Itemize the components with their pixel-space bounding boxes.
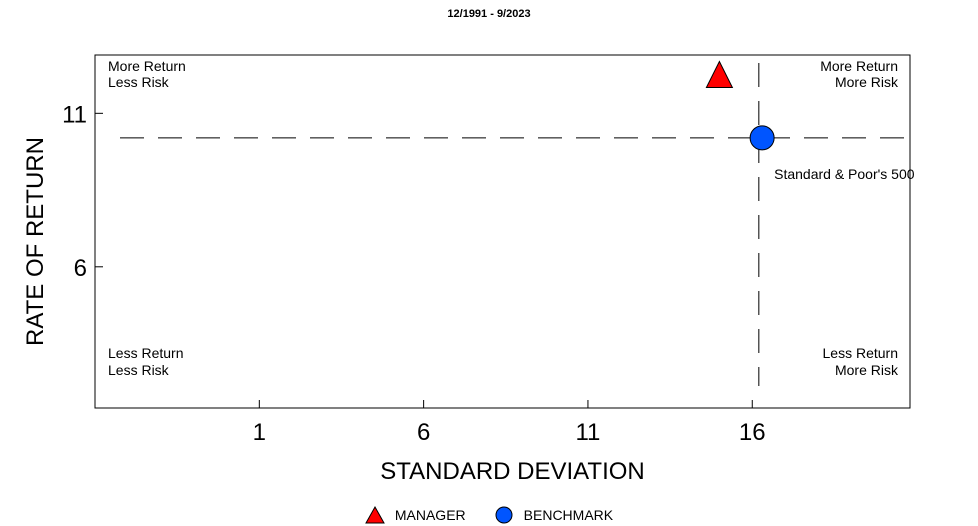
x-tick-label-1: 6 — [417, 419, 430, 446]
legend-item-manager: MANAGER — [365, 506, 466, 524]
legend-label-manager: MANAGER — [394, 507, 466, 523]
quadrant-top-right-line1: More Return — [820, 58, 898, 74]
legend-label-benchmark: BENCHMARK — [523, 507, 614, 523]
point-manager-0 — [705, 60, 734, 88]
x-axis-label: STANDARD DEVIATION — [380, 458, 644, 485]
legend-circle-icon — [495, 506, 513, 524]
quadrant-bottom-right-line2: More Risk — [835, 362, 899, 378]
legend-triangle-icon — [365, 506, 385, 524]
quadrant-top-left-line1: More Return — [108, 58, 186, 74]
quadrant-bottom-right-line1: Less Return — [823, 345, 898, 361]
x-tick-label-0: 1 — [253, 419, 266, 446]
plot-frame — [94, 54, 911, 409]
y-tick-label-0: 6 — [74, 255, 87, 282]
x-tick-label-2: 11 — [575, 419, 600, 446]
quadrant-top-left-line2: Less Risk — [108, 74, 170, 90]
legend-item-benchmark: BENCHMARK — [494, 506, 613, 524]
legend: MANAGER BENCHMARK — [0, 505, 978, 525]
quadrant-bottom-left-line1: Less Return — [108, 345, 183, 361]
point-label-benchmark-0: Standard & Poor's 500 — [774, 166, 915, 182]
chart-subtitle: 12/1991 - 9/2023 — [447, 8, 530, 20]
point-benchmark-0 — [749, 125, 775, 151]
y-tick-label-1: 11 — [62, 101, 87, 128]
quadrant-top-right-line2: More Risk — [835, 74, 899, 90]
quadrant-bottom-left-line2: Less Risk — [108, 362, 170, 378]
y-axis-label: RATE OF RETURN — [22, 137, 49, 346]
x-tick-label-3: 16 — [739, 419, 766, 446]
